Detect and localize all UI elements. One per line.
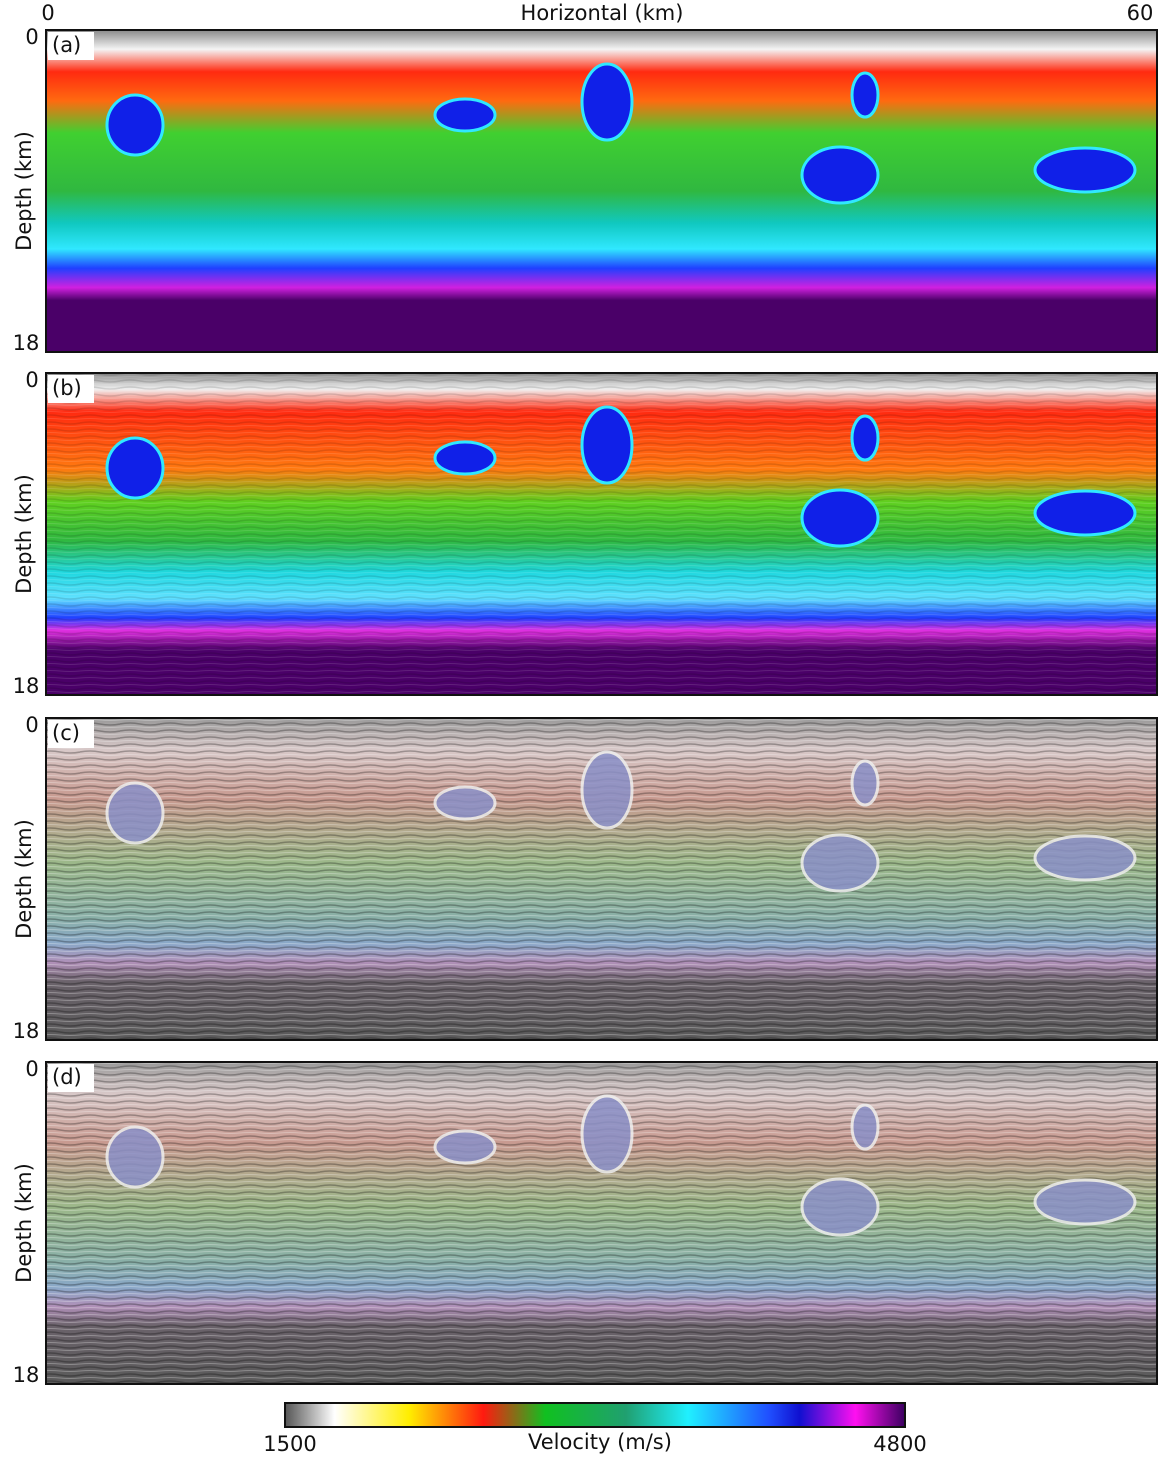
salt-body: [580, 1094, 634, 1174]
panel-label-bg: [48, 1064, 94, 1092]
salt-body: [850, 414, 880, 462]
panel-frame: [45, 372, 1158, 696]
panel-label: (b): [52, 376, 82, 400]
y-tick-label: 18: [13, 674, 40, 698]
y-tick-label: 0: [25, 368, 38, 392]
salt-body: [1033, 146, 1137, 194]
y-axis-label: Depth (km): [12, 131, 36, 251]
salt-body: [433, 440, 497, 476]
salt-body: [105, 1125, 165, 1189]
panel-frame: [45, 717, 1158, 1041]
y-tick-label: 18: [13, 1019, 40, 1043]
panels: (a) 0 18 Depth (km) (b) 0 18 Depth (km) (c) 0 18 De…: [12, 25, 1158, 1387]
salt-body: [580, 750, 634, 830]
y-axis-label: Depth (km): [12, 1163, 36, 1283]
panel-frame: [45, 1061, 1158, 1385]
salt-body: [800, 488, 880, 548]
y-tick-label: 18: [13, 1363, 40, 1387]
salt-body: [800, 833, 880, 893]
y-tick-label: 18: [13, 331, 40, 355]
salt-body: [800, 1177, 880, 1237]
salt-body: [1033, 834, 1137, 882]
y-tick-label: 0: [25, 25, 38, 49]
salt-body: [105, 781, 165, 845]
y-tick-label: 0: [25, 1057, 38, 1081]
colorbar-tick-label: 4800: [873, 1432, 926, 1456]
colorbar-tick-label: 1500: [263, 1432, 316, 1456]
salt-body: [850, 759, 880, 807]
panel-label-bg: [48, 720, 94, 748]
salt-body: [1033, 1178, 1137, 1226]
panel-frame: [45, 29, 1158, 353]
salt-body: [1033, 489, 1137, 537]
y-tick-label: 0: [25, 713, 38, 737]
salt-body: [105, 93, 165, 157]
panel-label: (d): [52, 1065, 82, 1089]
salt-body: [105, 436, 165, 500]
salt-body: [800, 145, 880, 205]
salt-body: [580, 405, 634, 485]
colorbar: [284, 1402, 906, 1428]
panel-label: (a): [52, 33, 81, 57]
y-axis-label: Depth (km): [12, 474, 36, 594]
panel-label-bg: [48, 375, 94, 403]
x-tick-label: 60: [1127, 1, 1154, 25]
colorbar-label: Velocity (m/s): [528, 1430, 672, 1454]
salt-body: [433, 97, 497, 133]
salt-body: [850, 71, 880, 119]
panel-label: (c): [52, 721, 80, 745]
x-axis-label: Horizontal (km): [521, 1, 684, 25]
salt-body: [433, 1129, 497, 1165]
salt-body: [850, 1103, 880, 1151]
salt-body: [433, 785, 497, 821]
y-axis-label: Depth (km): [12, 819, 36, 939]
x-tick-label: 0: [41, 1, 54, 25]
panel-label-bg: [48, 32, 94, 60]
salt-body: [580, 62, 634, 142]
